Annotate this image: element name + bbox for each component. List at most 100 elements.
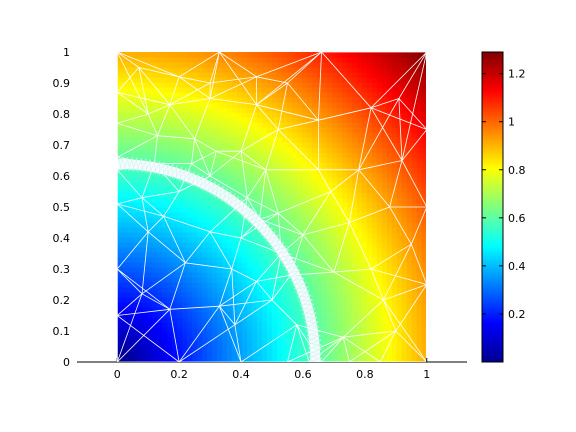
heatmap-cell [202, 312, 208, 318]
heatmap-cell [227, 127, 233, 133]
heatmap-cell [202, 307, 208, 313]
heatmap-cell [127, 62, 133, 68]
heatmap-cell [416, 142, 423, 148]
heatmap-cell [207, 212, 213, 218]
heatmap-cell [162, 242, 168, 248]
heatmap-cell [157, 182, 163, 188]
heatmap-cell [331, 62, 338, 68]
heatmap-cell [351, 182, 358, 188]
heatmap-cell [356, 82, 363, 88]
heatmap-cell [346, 317, 353, 323]
heatmap-cell [316, 202, 323, 208]
heatmap-cell [361, 257, 368, 263]
heatmap-cell [376, 122, 383, 128]
heatmap-cell [401, 292, 408, 298]
heatmap-cell [117, 347, 123, 353]
heatmap-cell [122, 352, 128, 358]
heatmap-cell [406, 152, 413, 158]
heatmap-cell [247, 107, 253, 113]
heatmap-cell [142, 317, 148, 323]
heatmap-cell [356, 112, 363, 118]
heatmap-cell [262, 187, 268, 193]
heatmap-cell [217, 72, 223, 78]
heatmap-cell [122, 277, 128, 283]
heatmap-cell [162, 272, 168, 278]
heatmap-cell [391, 247, 398, 253]
heatmap-cell [276, 132, 283, 138]
heatmap-cell [361, 187, 368, 193]
heatmap-cell [182, 72, 188, 78]
heatmap-cell [336, 62, 343, 68]
heatmap-cell [356, 337, 363, 343]
heatmap-cell [177, 327, 183, 333]
heatmap-cell [391, 207, 398, 213]
heatmap-cell [192, 262, 198, 268]
interface-mesh-edge [307, 334, 321, 341]
heatmap-cell [366, 217, 373, 223]
heatmap-cell [132, 282, 138, 288]
heatmap-cell [331, 67, 338, 73]
heatmap-cell [252, 57, 258, 63]
mesh-edge [147, 113, 158, 136]
heatmap-cell [341, 77, 348, 83]
heatmap-cell [182, 287, 188, 293]
heatmap-cell [177, 252, 183, 258]
heatmap-cell [301, 212, 308, 218]
heatmap-cell [346, 82, 353, 88]
heatmap-cell [411, 242, 418, 248]
heatmap-cell [366, 157, 373, 163]
heatmap-cell [232, 157, 238, 163]
heatmap-cell [296, 217, 303, 223]
heatmap-cell [262, 212, 268, 218]
mesh-edge [117, 52, 149, 115]
heatmap-cell [187, 62, 193, 68]
heatmap-cell [152, 122, 158, 128]
heatmap-cell [331, 212, 338, 218]
heatmap-cell [406, 102, 413, 108]
heatmap-cell [356, 177, 363, 183]
heatmap-cell [341, 312, 348, 318]
heatmap-cell [326, 182, 333, 188]
heatmap-cell [326, 212, 333, 218]
heatmap-cell [361, 87, 368, 93]
heatmap-cell [262, 272, 268, 278]
heatmap-cell [162, 237, 168, 243]
heatmap-cell [281, 67, 288, 73]
heatmap-cell [391, 197, 398, 203]
heatmap-cell [257, 177, 263, 183]
heatmap-cell [376, 267, 383, 273]
heatmap-cell [401, 257, 408, 263]
heatmap-cell [152, 322, 158, 328]
heatmap-cell [177, 267, 183, 273]
heatmap-cell [187, 272, 193, 278]
heatmap-cell [291, 307, 298, 313]
heatmap-cell [311, 112, 318, 118]
heatmap-cell [147, 107, 153, 113]
heatmap-cell [182, 52, 188, 58]
heatmap-cell [142, 107, 148, 113]
heatmap-cell [242, 282, 248, 288]
heatmap-cell [286, 237, 293, 243]
heatmap-cell [321, 332, 328, 338]
heatmap-cell [237, 167, 243, 173]
heatmap-cell [122, 57, 128, 63]
heatmap-cell [296, 107, 303, 113]
heatmap-cell [122, 102, 128, 108]
heatmap-cell [336, 207, 343, 213]
heatmap-cell [371, 62, 378, 68]
heatmap-cell [346, 347, 353, 353]
heatmap-cell [386, 242, 393, 248]
heatmap-cell [177, 352, 183, 358]
mesh-edge [370, 107, 403, 161]
heatmap-cell [346, 187, 353, 193]
heatmap-cell [157, 257, 163, 263]
heatmap-cell [182, 292, 188, 298]
heatmap-cell [172, 127, 178, 133]
heatmap-cell [237, 187, 243, 193]
heatmap-cell [247, 267, 253, 273]
heatmap-cell [202, 207, 208, 213]
heatmap-cell [227, 247, 233, 253]
heatmap-cell [232, 127, 238, 133]
heatmap-cell [177, 337, 183, 343]
interface-mesh-edge [307, 343, 322, 350]
